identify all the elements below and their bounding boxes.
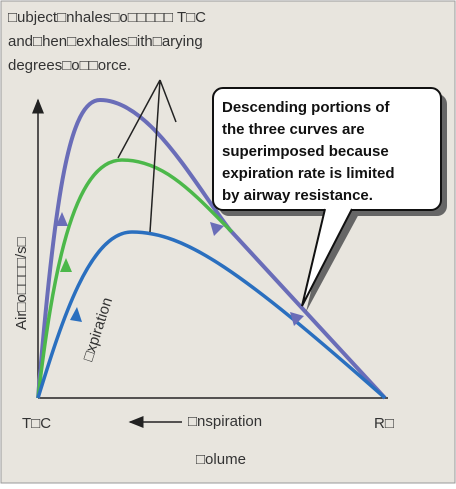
curve-arrow xyxy=(60,258,72,272)
curve-arrow xyxy=(56,212,68,226)
curve-max-force xyxy=(36,97,387,400)
x-axis-title: □olume xyxy=(196,451,246,468)
inspiration-label: □nspiration xyxy=(188,413,262,430)
x-right-label: R□ xyxy=(374,415,394,432)
annotation-line: degrees□o□□orce. xyxy=(8,57,131,74)
callout-pointer xyxy=(301,208,353,307)
callout-line: by airway resistance. xyxy=(222,187,373,204)
curve-arrow xyxy=(70,307,82,322)
pointer-line xyxy=(149,79,161,233)
curve-arrow xyxy=(290,312,304,326)
x-left-label: T□C xyxy=(22,415,51,432)
curve-arrow xyxy=(210,222,224,236)
callout-line: expiration rate is limited xyxy=(222,165,395,182)
curve-mid-force xyxy=(36,158,234,399)
callout-line: the three curves are xyxy=(222,121,365,138)
pointer-line xyxy=(117,79,161,159)
pointer-line xyxy=(159,79,177,123)
callout-line: superimposed because xyxy=(222,143,389,160)
callout-shadow xyxy=(306,212,360,312)
annotation-line: □ubject□nhales□o□□□□□ T□C xyxy=(8,9,206,26)
y-axis-label: Air□o□□□□/s□ xyxy=(13,237,30,330)
annotation-line: and□hen□exhales□ith□arying xyxy=(8,33,203,50)
curve-low-force xyxy=(36,230,387,400)
callout-line: Descending portions of xyxy=(222,99,391,116)
